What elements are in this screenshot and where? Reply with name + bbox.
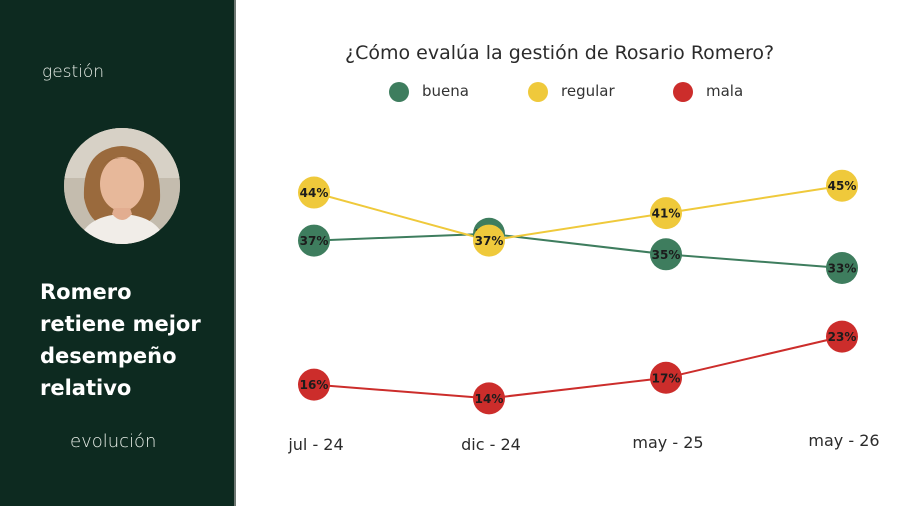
legend-swatch <box>528 82 548 102</box>
section-label: gestión <box>42 62 105 82</box>
legend-swatch <box>673 82 693 102</box>
headline-line: desempeño <box>40 344 177 368</box>
data-label: 23% <box>828 330 857 344</box>
data-label: 35% <box>652 248 681 262</box>
data-label: 44% <box>300 186 329 200</box>
data-label: 14% <box>475 392 504 406</box>
headline: Romero retiene mejor desempeño relativo <box>40 276 230 404</box>
legend-swatch <box>389 82 409 102</box>
footer-label: evolución <box>70 431 157 452</box>
data-label: 37% <box>475 234 504 248</box>
x-tick-label: may - 25 <box>632 433 703 452</box>
series-line-mala <box>313 335 843 400</box>
data-point-mala <box>826 320 858 353</box>
legend-label: buena <box>422 82 469 100</box>
series-line-regular <box>313 184 843 242</box>
data-point-mala <box>473 382 505 415</box>
data-point-regular <box>298 176 330 209</box>
data-label: 17% <box>652 371 681 385</box>
data-label: 45% <box>828 179 857 193</box>
chart-panel <box>258 0 900 506</box>
data-point-mala <box>298 368 330 401</box>
data-point-regular <box>826 169 858 202</box>
data-label: 37% <box>300 234 329 248</box>
data-label: 33% <box>828 262 857 276</box>
headline-line: Romero <box>40 280 132 304</box>
chart-title: ¿Cómo evalúa la gestión de Rosario Romer… <box>345 42 775 64</box>
data-point-regular <box>650 197 682 230</box>
data-label: 41% <box>652 207 681 221</box>
avatar <box>64 128 180 244</box>
data-point-regular <box>473 224 505 257</box>
data-point-buena <box>298 224 330 257</box>
divider <box>234 0 236 506</box>
headline-line: relativo <box>40 376 132 400</box>
legend-label: regular <box>561 82 615 100</box>
data-point-buena <box>650 238 682 271</box>
data-label: 16% <box>300 378 329 392</box>
data-point-buena <box>826 252 858 285</box>
data-point-mala <box>650 361 682 394</box>
x-tick-label: jul - 24 <box>287 435 343 454</box>
series-line-buena <box>313 232 843 269</box>
x-tick-label: dic - 24 <box>461 435 521 454</box>
legend-label: mala <box>706 82 744 100</box>
x-tick-label: may - 26 <box>808 431 879 450</box>
headline-line: retiene mejor <box>40 312 201 336</box>
sidebar: gestión Romero retiene mejor desempeño r… <box>0 0 234 506</box>
